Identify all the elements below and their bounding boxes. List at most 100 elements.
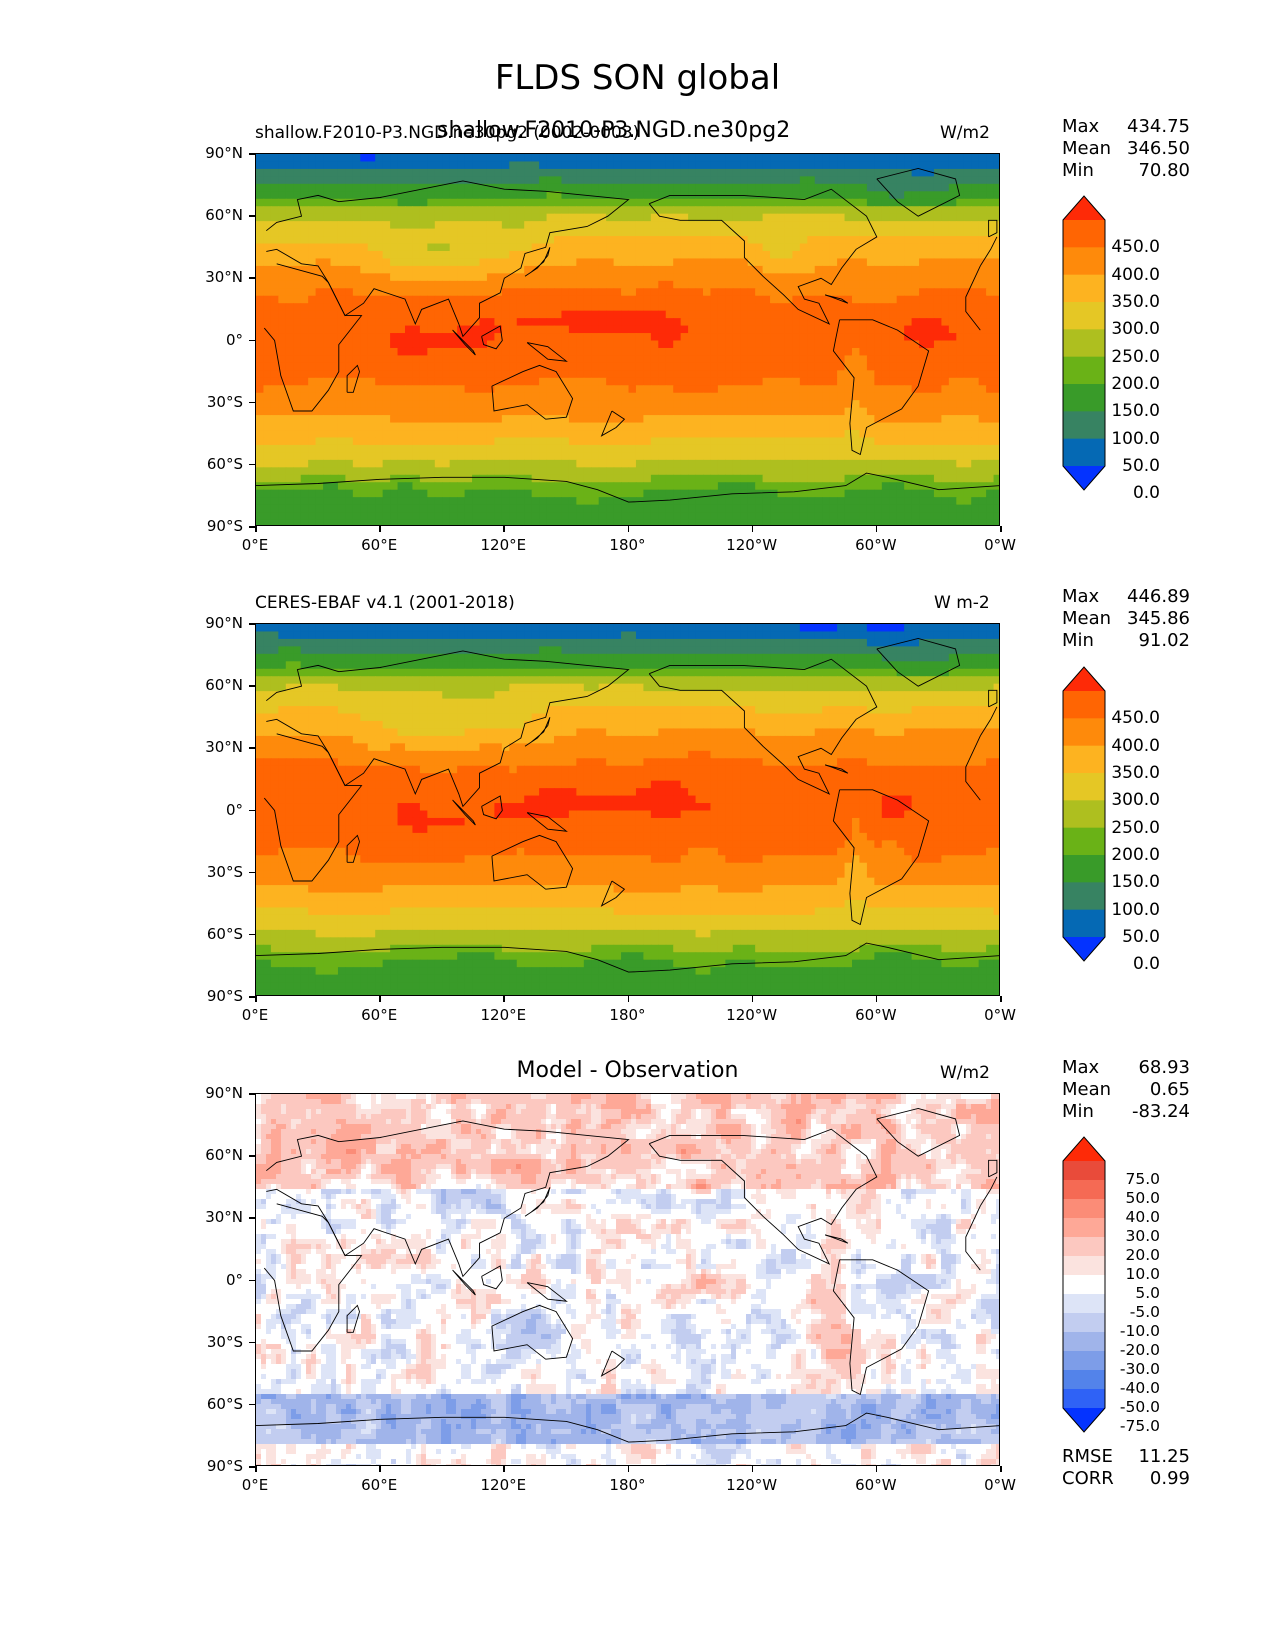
panel2-stats: Max 446.89 Mean 345.86 Min 91.02	[1062, 586, 1190, 656]
x-tick-mark	[875, 1466, 878, 1472]
y-tick-label: 30°S	[207, 393, 243, 411]
x-tick-label: 60°W	[836, 536, 916, 554]
x-tick-label: 0°E	[215, 1476, 295, 1494]
y-tick-label: 0°	[226, 331, 243, 349]
colorbar-tick-label: -20.0	[1120, 1341, 1160, 1359]
panel3-center-title: Model - Observation	[255, 1058, 1000, 1083]
panel1-center-title: shallow.F2010-P3.NGD.ne30pg2	[437, 118, 790, 143]
colorbar-tick-label: 10.0	[1125, 1265, 1160, 1283]
stat-corr-value: 0.99	[1150, 1468, 1190, 1489]
y-tick-label: 30°S	[207, 1333, 243, 1351]
colorbar-tick-label: 0.0	[1133, 954, 1160, 974]
x-tick-label: 0°W	[960, 536, 1040, 554]
y-tick-label: 60°S	[207, 1395, 243, 1413]
y-tick-label: 60°N	[205, 206, 243, 224]
y-tick-mark	[249, 1217, 255, 1219]
panel3-stats: Max 68.93 Mean 0.65 Min -83.24	[1062, 1057, 1190, 1127]
x-tick-mark	[751, 996, 754, 1002]
x-tick-label: 180°	[588, 1006, 668, 1024]
panel3-map	[255, 1093, 1000, 1466]
panel2-left-title: CERES-EBAF v4.1 (2001-2018)	[255, 593, 515, 613]
x-tick-mark	[751, 526, 754, 532]
x-tick-mark	[627, 1466, 629, 1472]
x-tick-label: 60°E	[339, 1006, 419, 1024]
stat-min-value: 91.02	[1138, 630, 1190, 651]
colorbar-tick-label: 20.0	[1125, 1246, 1160, 1264]
colorbar-tick-label: 50.0	[1122, 927, 1160, 947]
colorbar-tick-label: -30.0	[1120, 1360, 1160, 1378]
x-tick-label: 120°W	[712, 1006, 792, 1024]
y-tick-label: 60°N	[205, 676, 243, 694]
stat-max-label: Max	[1062, 586, 1099, 607]
x-tick-mark	[1000, 996, 1002, 1002]
colorbar-tick-label: 250.0	[1111, 347, 1160, 367]
colorbar-tick-label: 5.0	[1135, 1284, 1160, 1302]
stat-max-label: Max	[1062, 1057, 1099, 1078]
x-tick-label: 0°E	[215, 536, 295, 554]
panel2-units: W m-2	[934, 593, 990, 613]
colorbar-tick-label: 200.0	[1111, 374, 1160, 394]
stat-min-label: Min	[1062, 630, 1094, 651]
colorbar-tick-label: -40.0	[1120, 1379, 1160, 1397]
x-tick-label: 60°E	[339, 536, 419, 554]
y-tick-mark	[249, 215, 255, 217]
x-tick-mark	[255, 526, 257, 532]
y-tick-label: 90°S	[207, 517, 243, 535]
y-tick-mark	[249, 1403, 255, 1406]
stat-rmse-value: 11.25	[1138, 1446, 1190, 1467]
stat-mean-value: 346.50	[1127, 138, 1190, 159]
y-tick-label: 60°S	[207, 925, 243, 943]
x-tick-mark	[875, 526, 878, 532]
x-tick-mark	[503, 526, 505, 532]
map-canvas	[256, 624, 999, 995]
stat-max-value: 68.93	[1138, 1057, 1190, 1078]
y-tick-label: 90°S	[207, 1457, 243, 1475]
colorbar-tick-label: 30.0	[1125, 1227, 1160, 1245]
field-cells	[256, 624, 999, 995]
y-tick-mark	[249, 1279, 255, 1281]
stat-min-label: Min	[1062, 160, 1094, 181]
x-tick-label: 60°W	[836, 1006, 916, 1024]
colorbar-tick-label: 100.0	[1111, 429, 1160, 449]
colorbar-tick-label: -50.0	[1120, 1398, 1160, 1416]
field-cells	[256, 1094, 999, 1465]
y-tick-label: 60°S	[207, 455, 243, 473]
colorbar-tick-label: 150.0	[1111, 401, 1160, 421]
colorbar-tick-label: -10.0	[1120, 1322, 1160, 1340]
x-tick-mark	[379, 1466, 381, 1472]
colorbar-tick-label: 50.0	[1122, 456, 1160, 476]
stat-mean-value: 0.65	[1150, 1079, 1190, 1100]
stat-max-value: 446.89	[1127, 586, 1190, 607]
panel2-map	[255, 623, 1000, 996]
y-tick-label: 30°N	[205, 1208, 243, 1226]
panel3-units: W/m2	[940, 1063, 990, 1083]
x-tick-mark	[1000, 526, 1002, 532]
y-tick-label: 0°	[226, 801, 243, 819]
colorbar-tick-label: 350.0	[1111, 763, 1160, 783]
x-tick-mark	[379, 996, 381, 1002]
y-tick-mark	[249, 623, 255, 625]
stat-min-value: 70.80	[1138, 160, 1190, 181]
x-tick-label: 0°E	[215, 1006, 295, 1024]
x-tick-label: 120°W	[712, 536, 792, 554]
x-tick-mark	[627, 996, 629, 1002]
y-tick-label: 30°N	[205, 268, 243, 286]
colorbar-tick-label: 450.0	[1111, 708, 1160, 728]
panel1-left-title: shallow.F2010-P3.NGD.ne30pg2 (0002-0003)	[255, 123, 639, 143]
y-tick-mark	[249, 401, 255, 404]
colorbar-tick-label: 400.0	[1111, 265, 1160, 285]
x-tick-label: 180°	[588, 1476, 668, 1494]
y-tick-label: 60°N	[205, 1146, 243, 1164]
colorbar-swatches	[1062, 195, 1106, 491]
figure-title: FLDS SON global	[0, 58, 1275, 98]
stat-mean-label: Mean	[1062, 608, 1111, 629]
y-tick-label: 90°N	[205, 1084, 243, 1102]
stat-min-value: -83.24	[1132, 1101, 1190, 1122]
colorbar-tick-label: 100.0	[1111, 900, 1160, 920]
stat-min-label: Min	[1062, 1101, 1094, 1122]
y-tick-label: 90°N	[205, 144, 243, 162]
colorbar-tick-label: 50.0	[1125, 1189, 1160, 1207]
x-tick-label: 0°W	[960, 1476, 1040, 1494]
x-tick-mark	[379, 526, 381, 532]
x-tick-mark	[503, 1466, 505, 1472]
